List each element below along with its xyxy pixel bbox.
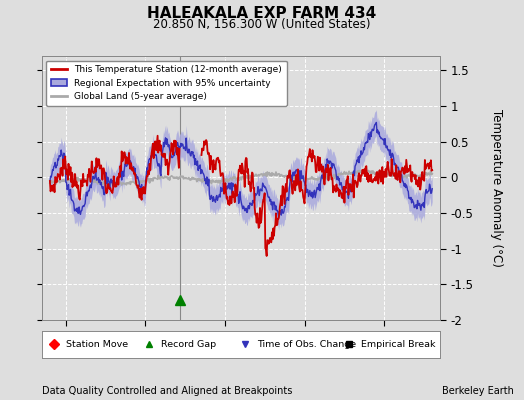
Y-axis label: Temperature Anomaly (°C): Temperature Anomaly (°C) bbox=[490, 109, 503, 267]
Text: HALEAKALA EXP FARM 434: HALEAKALA EXP FARM 434 bbox=[147, 6, 377, 21]
Text: 20.850 N, 156.300 W (United States): 20.850 N, 156.300 W (United States) bbox=[153, 18, 371, 31]
Text: Station Move: Station Move bbox=[66, 340, 128, 349]
Text: Record Gap: Record Gap bbox=[161, 340, 216, 349]
Text: Empirical Break: Empirical Break bbox=[361, 340, 435, 349]
Legend: This Temperature Station (12-month average), Regional Expectation with 95% uncer: This Temperature Station (12-month avera… bbox=[47, 60, 287, 106]
Text: Data Quality Controlled and Aligned at Breakpoints: Data Quality Controlled and Aligned at B… bbox=[42, 386, 292, 396]
Text: Time of Obs. Change: Time of Obs. Change bbox=[257, 340, 356, 349]
Text: Berkeley Earth: Berkeley Earth bbox=[442, 386, 514, 396]
